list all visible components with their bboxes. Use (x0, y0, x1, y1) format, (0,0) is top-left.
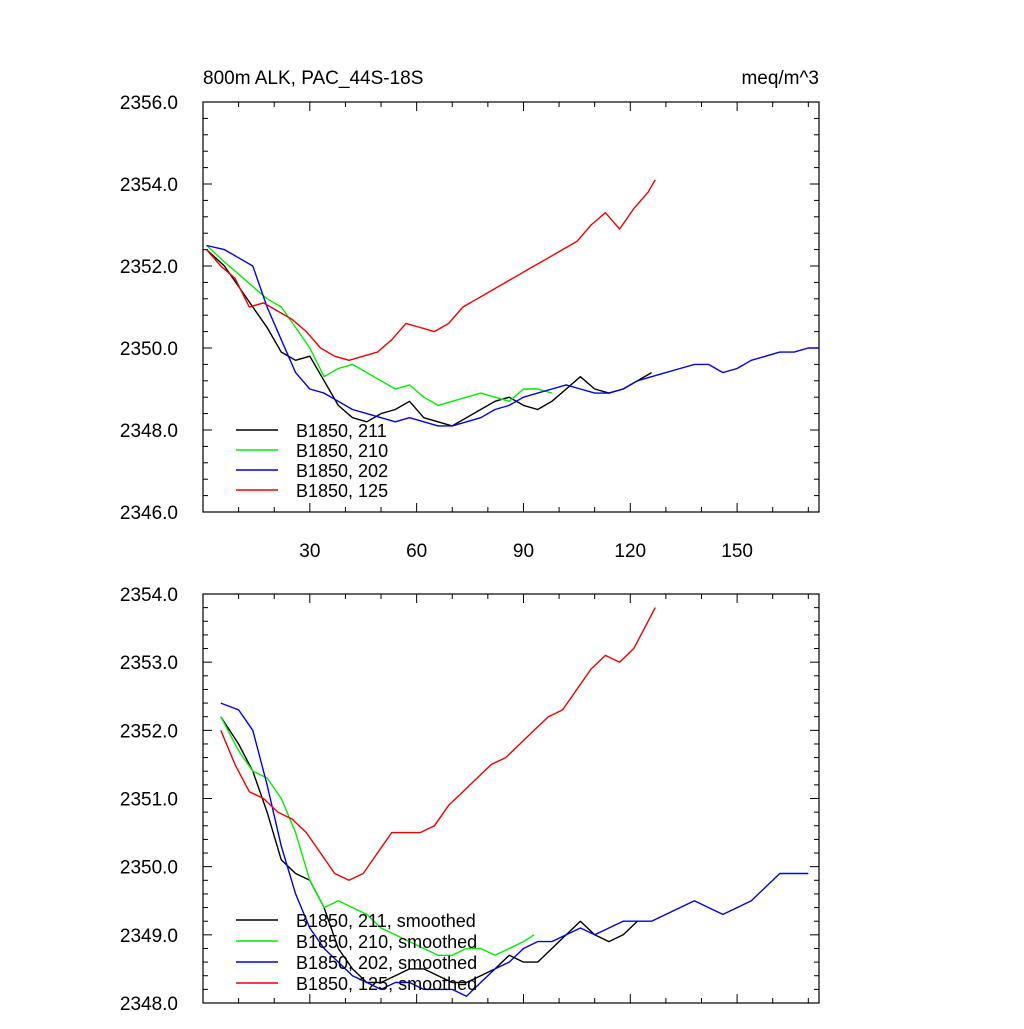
series-line-3 (206, 244, 819, 427)
y-tick-label: 2351.0 (120, 790, 178, 811)
legend-label-2: B1850, 210, smoothed (296, 932, 477, 952)
series-line-2 (206, 244, 553, 407)
top-chart-title: 800m ALK, PAC_44S-18S (203, 68, 423, 89)
legend-label-1: B1850, 211 (296, 421, 387, 441)
top-plot-frame (202, 101, 820, 513)
y-tick-label: 2348.0 (120, 421, 178, 442)
legend-label-3: B1850, 202, smoothed (296, 953, 477, 973)
series-line-1 (206, 249, 652, 427)
series-line-4 (206, 179, 656, 361)
y-tick-label: 2352.0 (120, 257, 178, 278)
bottom-axis-ticks: 2348.0 2349.0 2350.0 2351.0 2352.0 2353.0 2354… (120, 585, 819, 1015)
y-tick-label: 2354.0 (120, 175, 178, 196)
legend-label-3: B1850, 202 (296, 461, 388, 481)
x-tick-label: 90 (513, 541, 534, 562)
y-tick-label: 2346.0 (120, 503, 178, 524)
y-tick-label: 2352.0 (120, 721, 178, 742)
series-line-2 (220, 716, 535, 956)
top-panel: 800m ALK, PAC_44S-18S meq/m^3 30 60 90 120 1… (120, 68, 820, 562)
top-series-lines (206, 179, 819, 427)
y-tick-label: 2356.0 (120, 93, 178, 114)
legend-label-1: B1850, 211, smoothed (296, 911, 476, 931)
series-line-1 (220, 716, 638, 984)
y-tick-label: 2350.0 (120, 858, 178, 879)
y-tick-label: 2353.0 (120, 653, 178, 674)
bottom-series-lines (220, 607, 809, 997)
x-tick-label: 120 (614, 541, 646, 562)
legend-label-4: B1850, 125, smoothed (296, 974, 477, 994)
series-line-3 (220, 702, 809, 997)
y-tick-label: 2354.0 (120, 585, 178, 606)
x-tick-label: 150 (721, 541, 753, 562)
x-tick-label: 60 (406, 541, 427, 562)
legend-label-2: B1850, 210 (296, 441, 388, 461)
y-tick-label: 2348.0 (120, 994, 178, 1015)
y-tick-label: 2350.0 (120, 339, 178, 360)
top-axis-ticks: 30 60 90 120 150 2346.0 2348.0 2350.0 2352.0 2354… (120, 93, 819, 562)
y-tick-label: 2349.0 (120, 926, 178, 947)
bottom-panel: 2348.0 2349.0 2350.0 2351.0 2352.0 2353.0 2354… (120, 585, 820, 1015)
x-tick-label: 30 (299, 541, 320, 562)
top-chart-units: meq/m^3 (741, 68, 819, 89)
series-line-4 (220, 607, 656, 881)
legend-label-4: B1850, 125 (296, 481, 388, 501)
